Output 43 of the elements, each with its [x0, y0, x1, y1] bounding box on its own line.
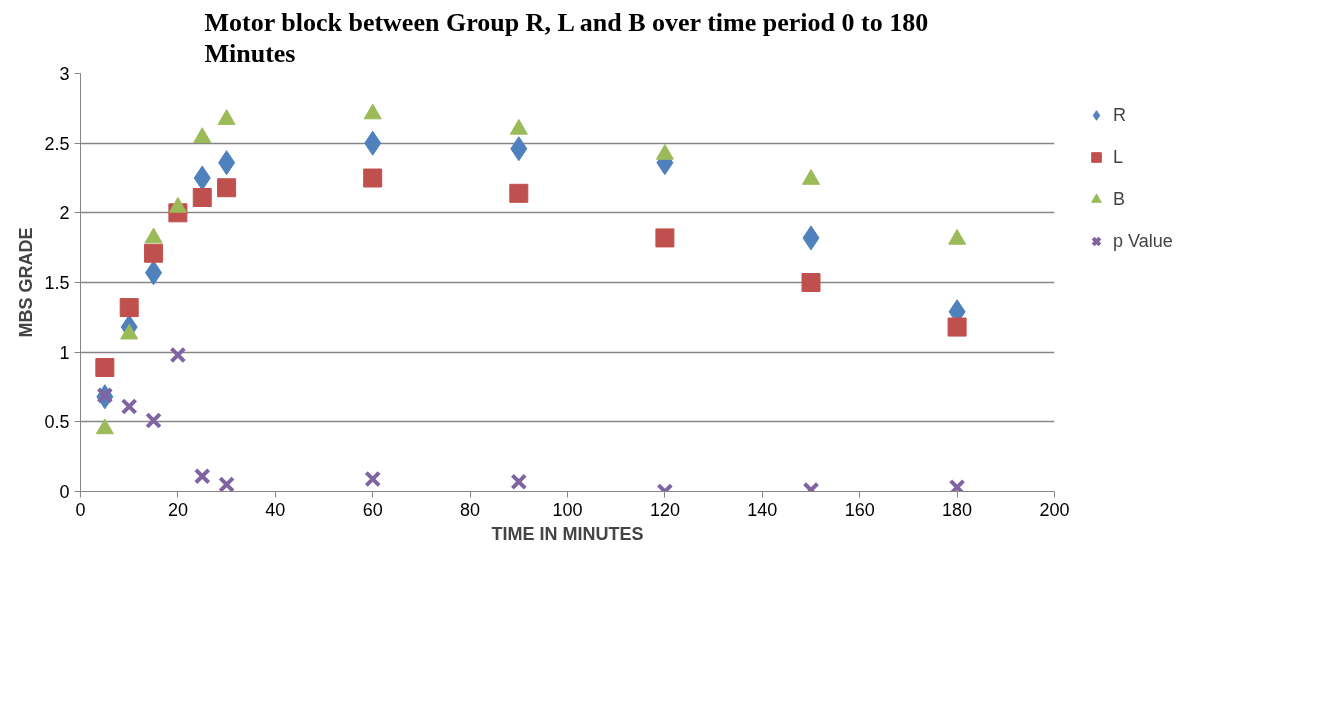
point: [193, 467, 211, 485]
point: [510, 473, 528, 491]
point: [96, 387, 114, 404]
point: [364, 470, 382, 488]
y-tick-label: 2: [59, 203, 70, 224]
x-tick-label: 40: [265, 499, 286, 520]
x-tick-label: 140: [747, 499, 778, 520]
point: [363, 168, 383, 188]
y-tick-label: 1.5: [44, 273, 70, 293]
x-tick-label: 180: [942, 499, 973, 520]
y-tick-label: 2.5: [44, 133, 70, 154]
y-tick-label: 3: [59, 64, 70, 84]
point: [801, 273, 821, 292]
x-tick-label: 20: [167, 499, 188, 520]
x-tick-label: 160: [844, 499, 875, 520]
point: [120, 398, 138, 415]
point: [655, 228, 675, 248]
point: [509, 183, 529, 203]
point: [169, 346, 187, 364]
legend-label: p Value: [1113, 230, 1173, 252]
legend-label: B: [1113, 188, 1126, 210]
x-tick-label: 200: [1039, 499, 1070, 520]
point: [218, 476, 235, 492]
legend-label: R: [1113, 104, 1127, 126]
x-axis-title: TIME IN MINUTES: [491, 523, 644, 544]
x-tick-label: 60: [362, 499, 383, 520]
point: [145, 412, 162, 429]
point: [119, 298, 139, 318]
x-tick-label: 120: [649, 499, 680, 520]
x-tick-label: 80: [460, 499, 481, 520]
point: [192, 188, 212, 208]
y-tick-label: 0.5: [44, 412, 70, 433]
y-tick-label: 1: [59, 342, 70, 363]
x-tick-label: 0: [75, 499, 86, 520]
point: [95, 357, 115, 377]
chart-title: Motor block between Group R, L and B over time period 0 to 180 Minutes: [204, 7, 929, 69]
y-tick-label: 0: [59, 482, 70, 502]
y-axis-title: MBS GRADE: [16, 227, 37, 338]
point: [217, 178, 237, 198]
legend-label: L: [1113, 146, 1124, 168]
point: [947, 317, 967, 337]
x-tick-label: 100: [552, 499, 583, 520]
point: [144, 243, 164, 263]
